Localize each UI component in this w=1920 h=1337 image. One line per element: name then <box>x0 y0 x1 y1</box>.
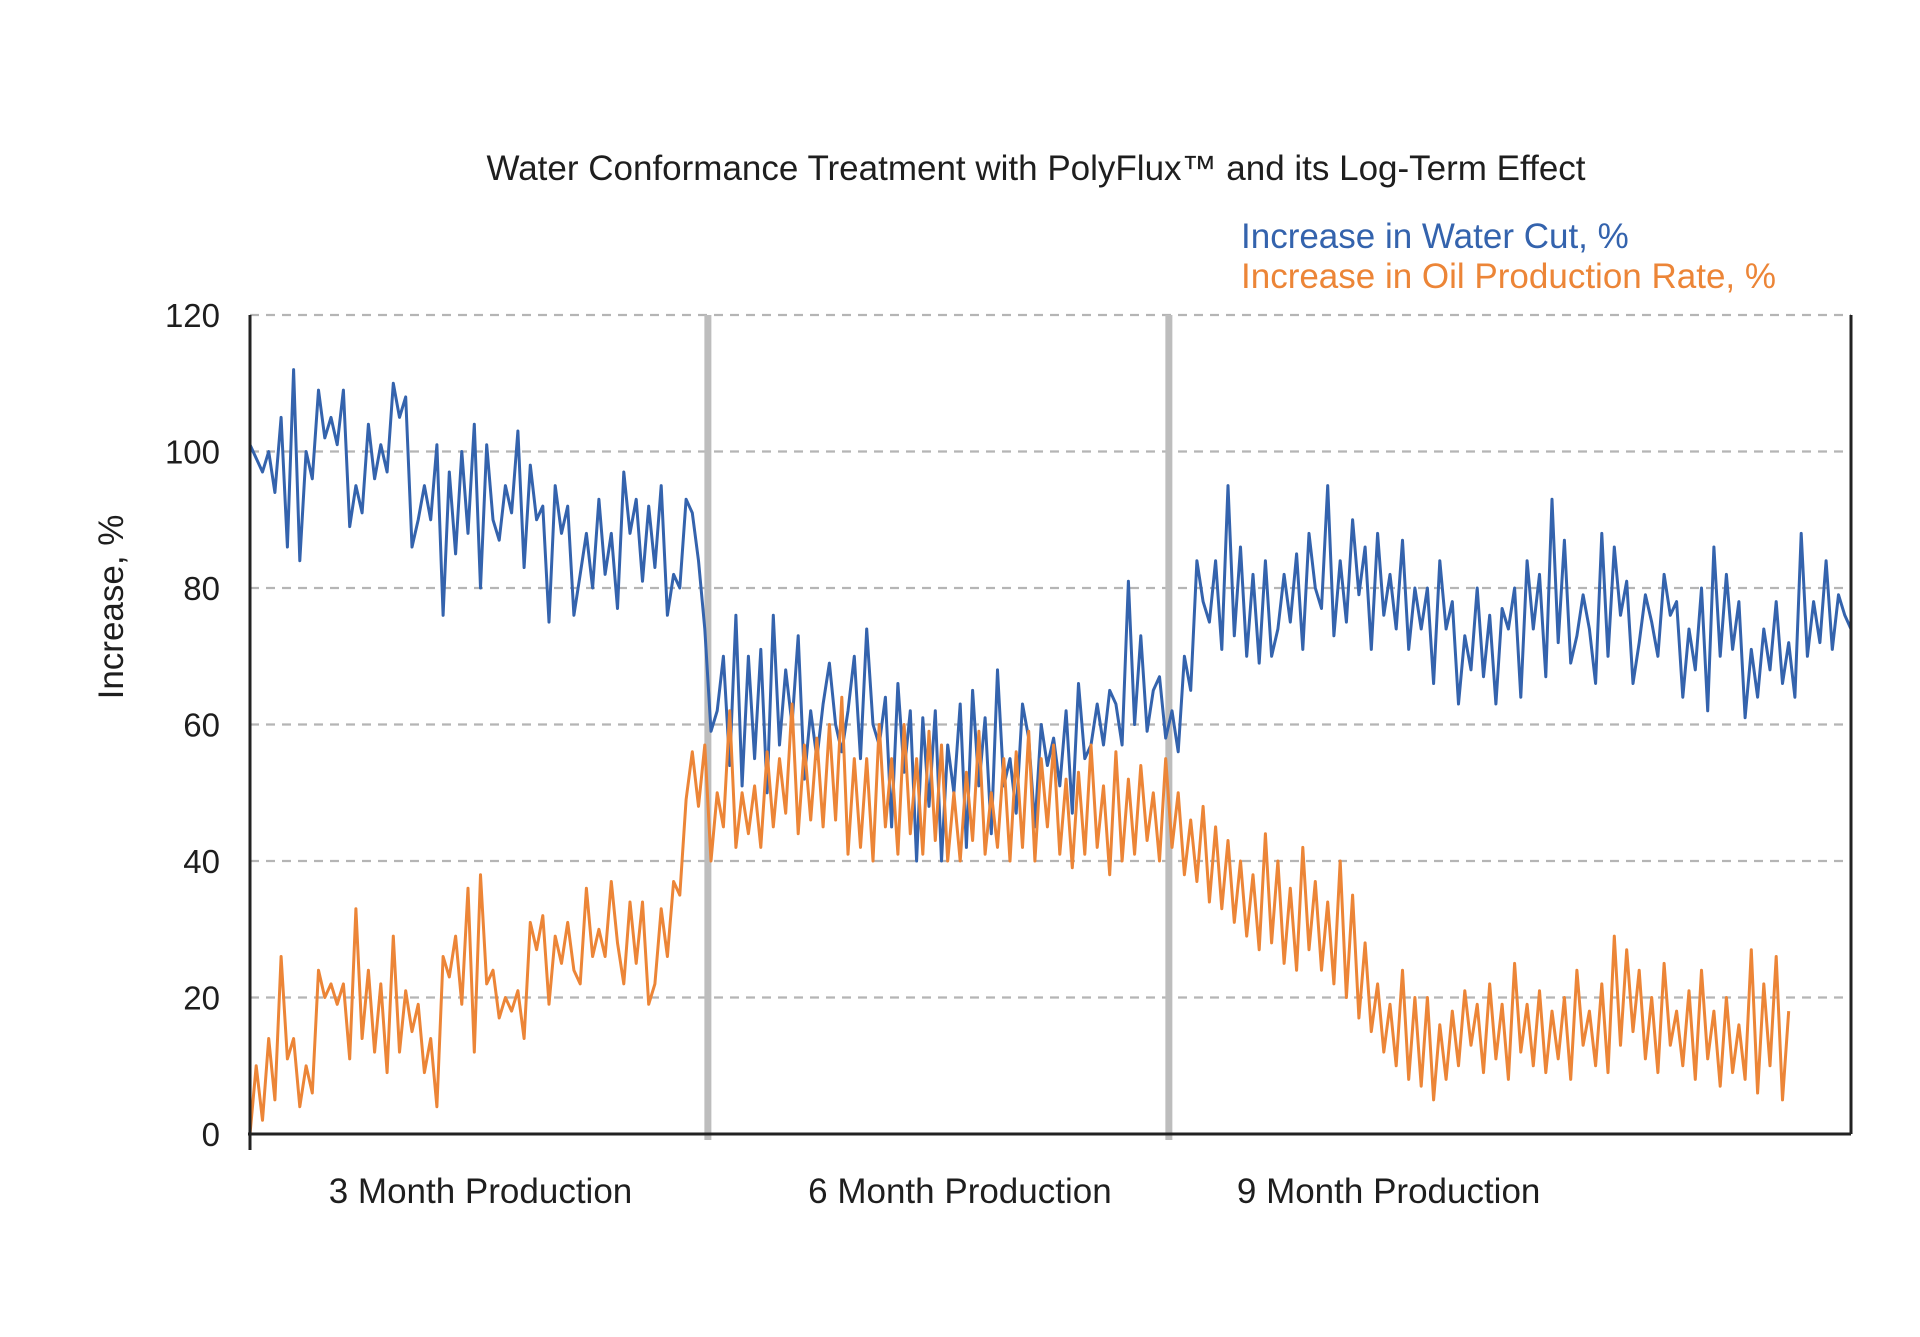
legend-entry-oil-production-rate: Increase in Oil Production Rate, % <box>1241 257 1776 296</box>
series-lines <box>248 368 1853 1135</box>
axes <box>248 315 1853 1150</box>
x-segment-label-3: 9 Month Production <box>1237 1172 1541 1211</box>
y-tick-label-20: 20 <box>183 980 220 1017</box>
y-tick-label-0: 0 <box>202 1116 220 1153</box>
y-tick-label-120: 120 <box>165 297 220 334</box>
x-segment-label-2: 6 Month Production <box>808 1172 1112 1211</box>
x-segment-label-1: 3 Month Production <box>329 1172 633 1211</box>
series-line-oil-production-rate <box>248 695 1791 1135</box>
y-tick-label-60: 60 <box>183 707 220 744</box>
chart-title: Water Conformance Treatment with PolyFlu… <box>486 149 1585 188</box>
x-segment-labels: 3 Month Production 6 Month Production 9 Mo… <box>329 1172 1541 1211</box>
gridlines <box>250 313 1851 999</box>
legend-entry-water-cut: Increase in Water Cut, % <box>1241 217 1629 256</box>
y-tick-labels: 0 20 40 60 80 100 120 <box>165 297 220 1153</box>
y-tick-label-40: 40 <box>183 843 220 880</box>
y-tick-label-80: 80 <box>183 570 220 607</box>
y-tick-label-100: 100 <box>165 434 220 471</box>
series-line-water-cut <box>248 368 1853 863</box>
y-axis-label: Increase, % <box>92 515 131 700</box>
